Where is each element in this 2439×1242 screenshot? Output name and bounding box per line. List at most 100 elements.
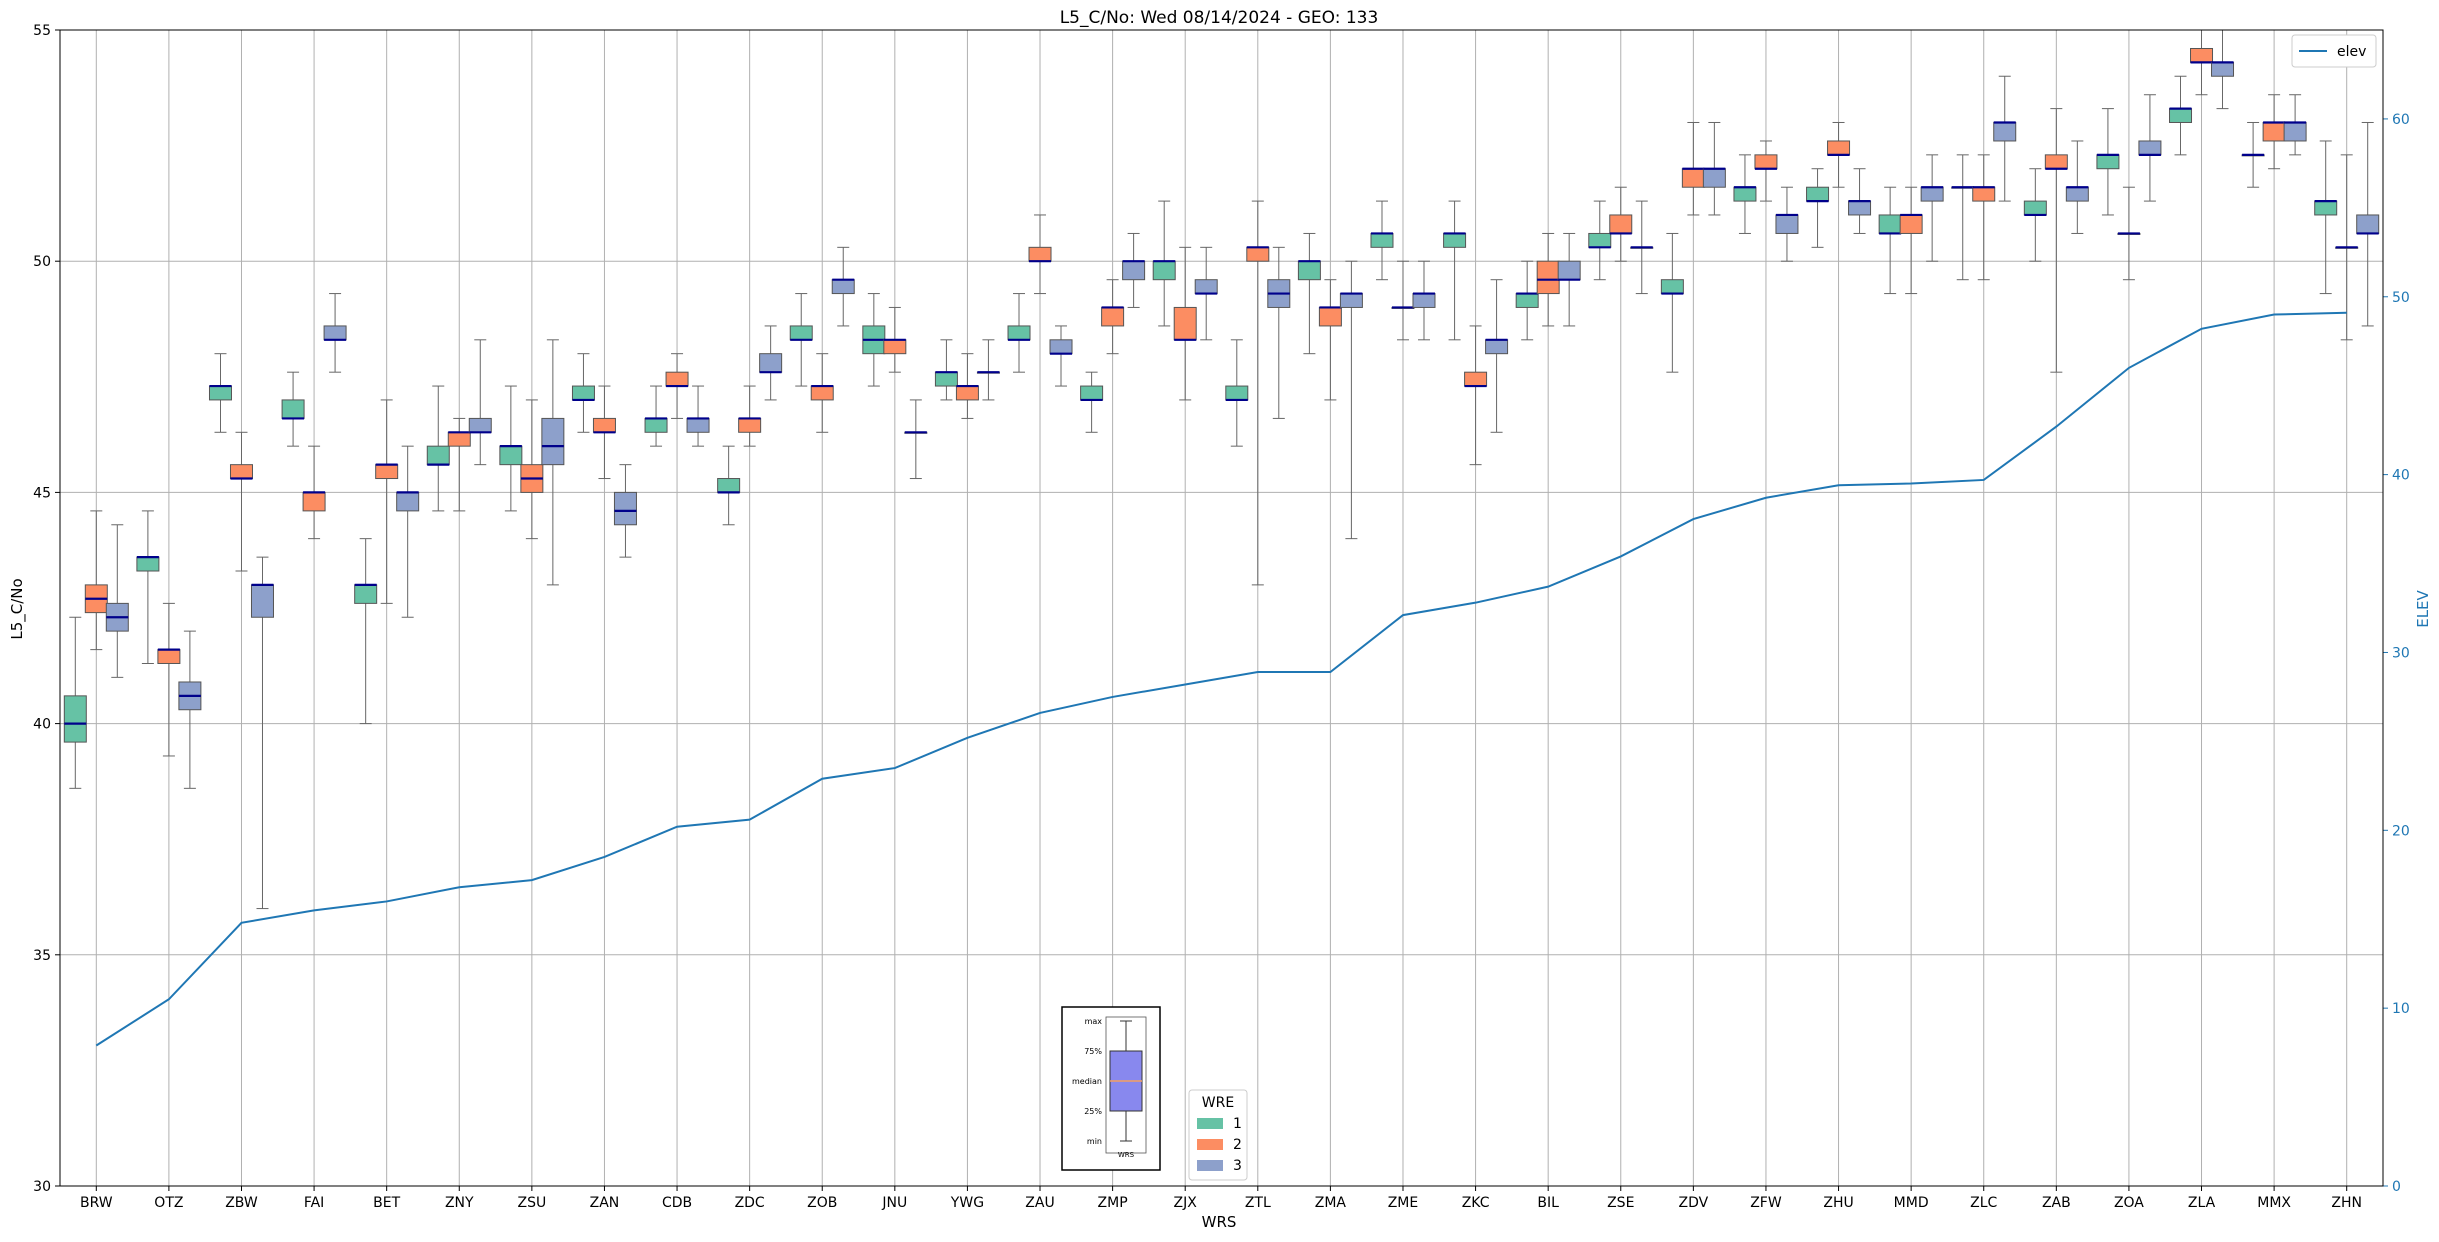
box-FAI-wre2 xyxy=(302,445,326,540)
box-ZOB-wre3 xyxy=(831,246,855,327)
box-BRW-wre2 xyxy=(84,510,108,651)
x-tick-label: ZMA xyxy=(1315,1195,1347,1211)
box-iqr xyxy=(1827,140,1851,156)
y-tick-label: 35 xyxy=(33,948,51,964)
box-iqr xyxy=(1318,306,1342,327)
box-key-label: 75% xyxy=(1084,1047,1102,1056)
box-ZMA-wre2 xyxy=(1318,279,1342,401)
box-iqr xyxy=(686,417,710,433)
legend-wre-label-3: 3 xyxy=(1233,1158,1242,1174)
box-CDB-wre1 xyxy=(644,385,668,447)
box-iqr xyxy=(1049,339,1073,355)
box-ZSE-wre1 xyxy=(1588,200,1612,281)
x-tick-label: ZLC xyxy=(1970,1195,1997,1211)
box-ZME-wre1 xyxy=(1370,200,1394,281)
box-ZKC-wre3 xyxy=(1485,279,1509,433)
box-JNU-wre3 xyxy=(904,399,928,480)
box-ZFW-wre3 xyxy=(1775,186,1799,262)
x-tick-label: ZAB xyxy=(2042,1195,2071,1211)
box-ZOB-wre1 xyxy=(789,293,813,387)
box-iqr xyxy=(1101,306,1125,327)
box-ZJX-wre3 xyxy=(1194,246,1218,341)
box-iqr xyxy=(789,325,813,341)
box-MMD-wre3 xyxy=(1920,154,1944,262)
y2-tick-label: 50 xyxy=(2392,290,2410,306)
y-tick-label: 50 xyxy=(33,254,51,270)
box-iqr xyxy=(1370,232,1394,248)
y2-tick-label: 10 xyxy=(2392,1001,2410,1017)
box-iqr xyxy=(1878,214,1902,234)
box-iqr xyxy=(2283,121,2307,142)
x-axis-label: WRS xyxy=(1202,1213,1237,1231)
x-tick-label: ZHN xyxy=(2331,1195,2362,1211)
box-iqr xyxy=(1443,232,1467,248)
box-iqr xyxy=(63,695,87,743)
legend-wre-label-2: 2 xyxy=(1233,1137,1242,1153)
y2-tick-label: 0 xyxy=(2392,1179,2401,1195)
box-YWG-wre3 xyxy=(976,339,1000,401)
box-ZHU-wre2 xyxy=(1827,121,1851,188)
x-tick-label: ZAN xyxy=(590,1195,620,1211)
x-tick-label: OTZ xyxy=(154,1195,183,1211)
box-ZHN-wre2 xyxy=(2335,154,2359,341)
x-tick-label: ZOA xyxy=(2114,1195,2144,1211)
x-tick-label: ZLA xyxy=(2188,1195,2216,1211)
box-ZDC-wre3 xyxy=(759,325,783,401)
x-tick-label: YWG xyxy=(950,1195,984,1211)
x-tick-label: ZJX xyxy=(1174,1195,1198,1211)
box-iqr xyxy=(208,385,232,401)
box-iqr xyxy=(738,417,762,433)
box-iqr xyxy=(2023,200,2047,216)
box-ZLA-wre2 xyxy=(2190,29,2214,96)
box-FAI-wre1 xyxy=(281,371,305,447)
box-MMX-wre3 xyxy=(2283,94,2307,156)
x-tick-label: ZAU xyxy=(1025,1195,1054,1211)
box-MMD-wre2 xyxy=(1899,186,1923,295)
box-BET-wre3 xyxy=(396,445,420,618)
y2-tick-label: 60 xyxy=(2392,112,2410,128)
elev-line xyxy=(95,311,2347,1047)
box-iqr xyxy=(1702,168,1726,188)
box-iqr xyxy=(2044,154,2068,170)
legend-wre-swatch-1 xyxy=(1197,1118,1223,1129)
box-ZSE-wre2 xyxy=(1609,186,1633,262)
box-ZBW-wre2 xyxy=(229,431,253,572)
box-iqr xyxy=(1920,186,1944,202)
box-ZAB-wre2 xyxy=(2044,108,2068,373)
x-tick-label: ZFW xyxy=(1750,1195,1782,1211)
box-ZLC-wre2 xyxy=(1972,154,1996,281)
legend-elev: elev xyxy=(2291,34,2377,68)
elev-series xyxy=(95,311,2347,1047)
box-iqr xyxy=(1007,325,1031,341)
box-iqr xyxy=(810,385,834,401)
box-iqr xyxy=(2096,154,2120,170)
box-iqr xyxy=(1485,339,1509,355)
box-ZAN-wre3 xyxy=(613,464,637,558)
box-iqr xyxy=(1681,168,1705,188)
box-iqr xyxy=(1972,186,1996,202)
box-iqr xyxy=(1806,186,1830,202)
box-ZLA-wre3 xyxy=(2211,29,2235,110)
legend-wre-label-1: 1 xyxy=(1233,1116,1242,1132)
x-tick-label: ZSU xyxy=(517,1195,546,1211)
box-ZTL-wre1 xyxy=(1225,339,1249,447)
box-iqr xyxy=(883,339,907,355)
box-plots xyxy=(63,29,2380,910)
box-iqr xyxy=(396,491,420,512)
box-iqr xyxy=(157,649,181,664)
box-OTZ-wre3 xyxy=(178,630,202,789)
box-iqr xyxy=(541,417,565,466)
box-iqr xyxy=(1152,260,1176,281)
box-iqr xyxy=(1122,260,1146,281)
box-ZDV-wre1 xyxy=(1660,232,1684,373)
box-BIL-wre3 xyxy=(1557,232,1581,327)
box-iqr xyxy=(1848,200,1872,216)
box-iqr xyxy=(1660,279,1684,295)
box-ZMP-wre2 xyxy=(1101,279,1125,355)
box-ZSU-wre3 xyxy=(541,339,565,586)
box-iqr xyxy=(955,385,979,401)
box-BRW-wre1 xyxy=(63,616,87,789)
box-YWG-wre1 xyxy=(934,339,958,401)
y2-tick-label: 40 xyxy=(2392,468,2410,484)
